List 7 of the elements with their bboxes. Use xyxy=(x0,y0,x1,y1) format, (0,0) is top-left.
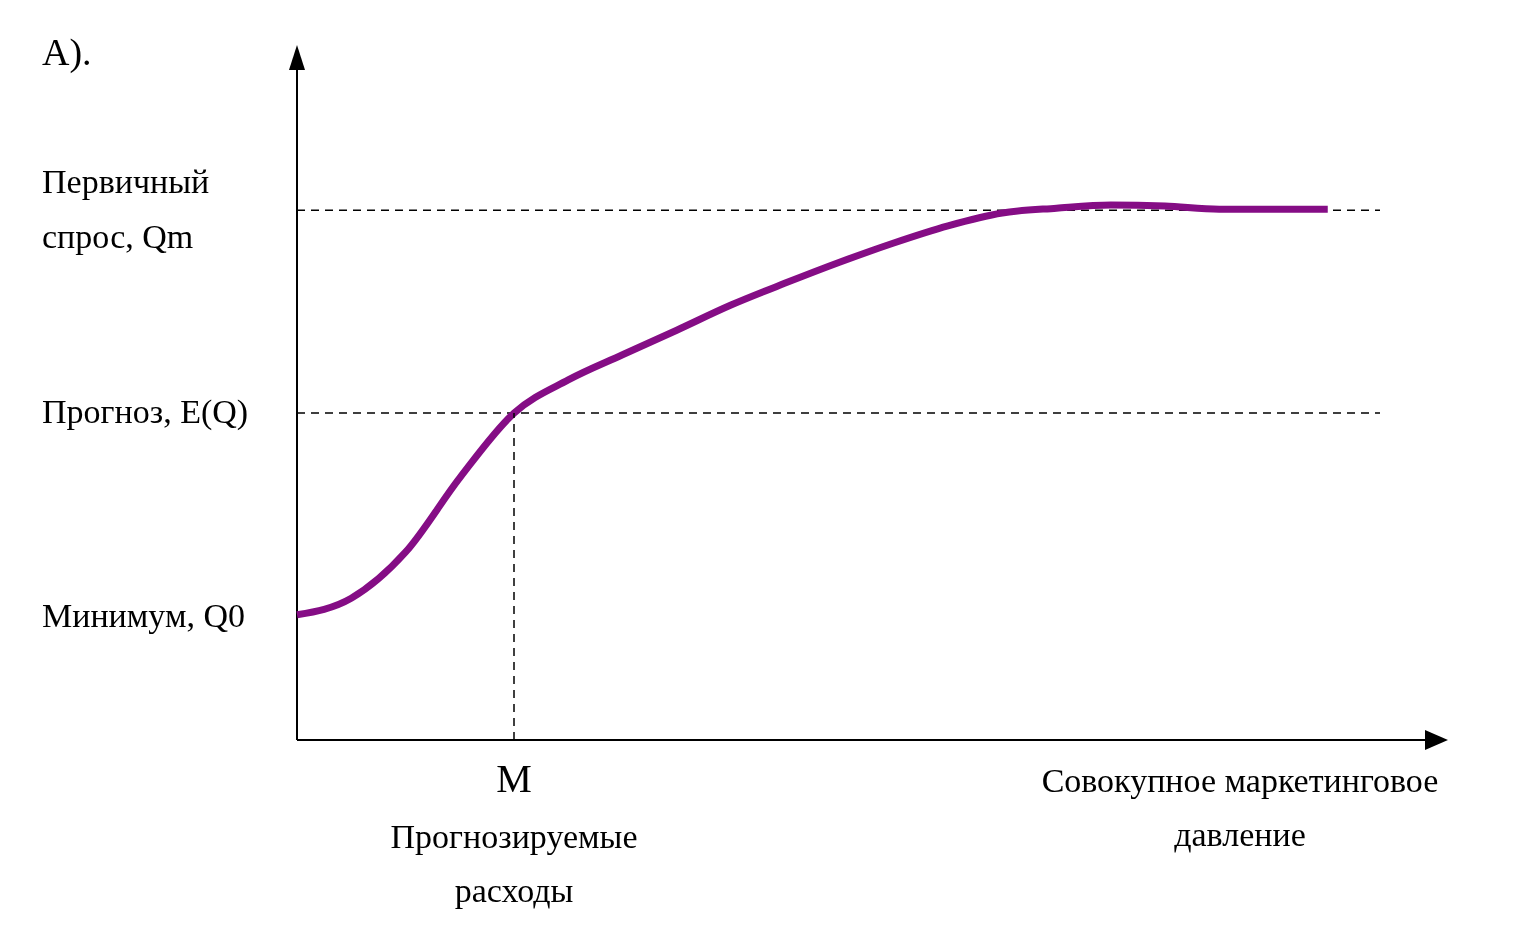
annotation: M xyxy=(496,756,532,801)
x-axis-title: Совокупное маркетинговое давление xyxy=(1041,762,1439,854)
text: А). xyxy=(42,31,92,74)
ref-line-label: Первичный спрос, Qm xyxy=(42,163,210,255)
ref-line-label: Прогноз, E(Q) xyxy=(42,393,249,432)
text: Минимум, Q0 xyxy=(42,596,245,634)
text: Прогнозируемые расходы xyxy=(390,818,638,910)
